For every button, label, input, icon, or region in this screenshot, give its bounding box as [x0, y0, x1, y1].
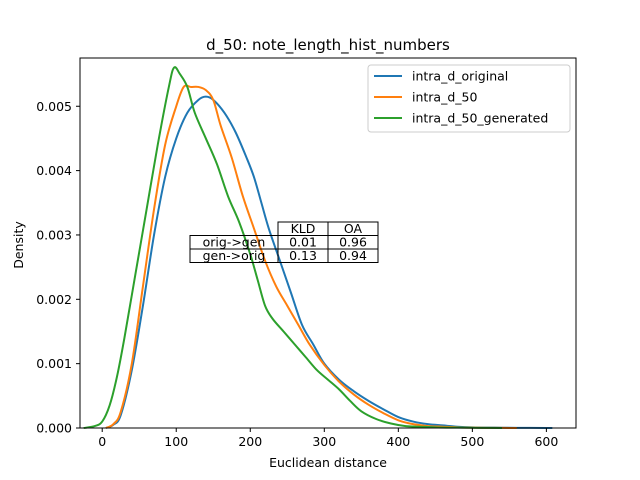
x-tick-label: 200	[238, 434, 262, 449]
plot-frame	[79, 57, 577, 429]
series-line-intra-d-50	[105, 84, 517, 429]
x-tick-label: 500	[460, 434, 484, 449]
chart-title: d_50: note_length_hist_numbers	[206, 36, 450, 55]
y-tick-label: 0.000	[36, 421, 72, 436]
y-tick-label: 0.002	[36, 292, 72, 307]
table-column-header: KLD	[291, 221, 316, 236]
legend-box	[367, 64, 571, 133]
x-axis-label: Euclidean distance	[269, 455, 387, 470]
legend-label: intra_d_50_generated	[412, 111, 548, 126]
table-row-label: gen->orig	[203, 248, 266, 263]
x-axis: 0 100 200 300 400 500 600	[98, 428, 558, 449]
stats-table: KLD OA orig->gen 0.01 0.96 gen->orig 0.13 0.94	[189, 221, 379, 263]
x-tick-label: 400	[386, 434, 410, 449]
table-column-header: OA	[344, 221, 363, 236]
x-tick-label: 300	[312, 434, 336, 449]
y-tick-label: 0.003	[36, 227, 72, 242]
legend-label: intra_d_50	[412, 90, 477, 105]
x-tick-label: 600	[534, 434, 558, 449]
x-tick-label: 0	[98, 434, 106, 449]
x-tick-label: 100	[164, 434, 188, 449]
table-row-label: orig->gen	[203, 235, 266, 250]
table-cell: 0.01	[289, 235, 317, 250]
table-cell: 0.94	[339, 248, 367, 263]
series-line-intra-d-original	[105, 95, 553, 429]
y-tick-label: 0.004	[36, 163, 72, 178]
table-row	[189, 248, 379, 263]
y-tick-label: 0.001	[36, 356, 72, 371]
y-axis-label: Density	[11, 221, 26, 269]
table-cell: 0.96	[339, 235, 367, 250]
y-tick-label: 0.005	[36, 99, 72, 114]
legend: intra_d_original intra_d_50 intra_d_50_gen…	[367, 64, 571, 133]
table-cell: 0.13	[289, 248, 317, 263]
y-axis: 0.000 0.001 0.002 0.003 0.004 0.005	[36, 99, 80, 436]
legend-label: intra_d_original	[412, 69, 508, 84]
